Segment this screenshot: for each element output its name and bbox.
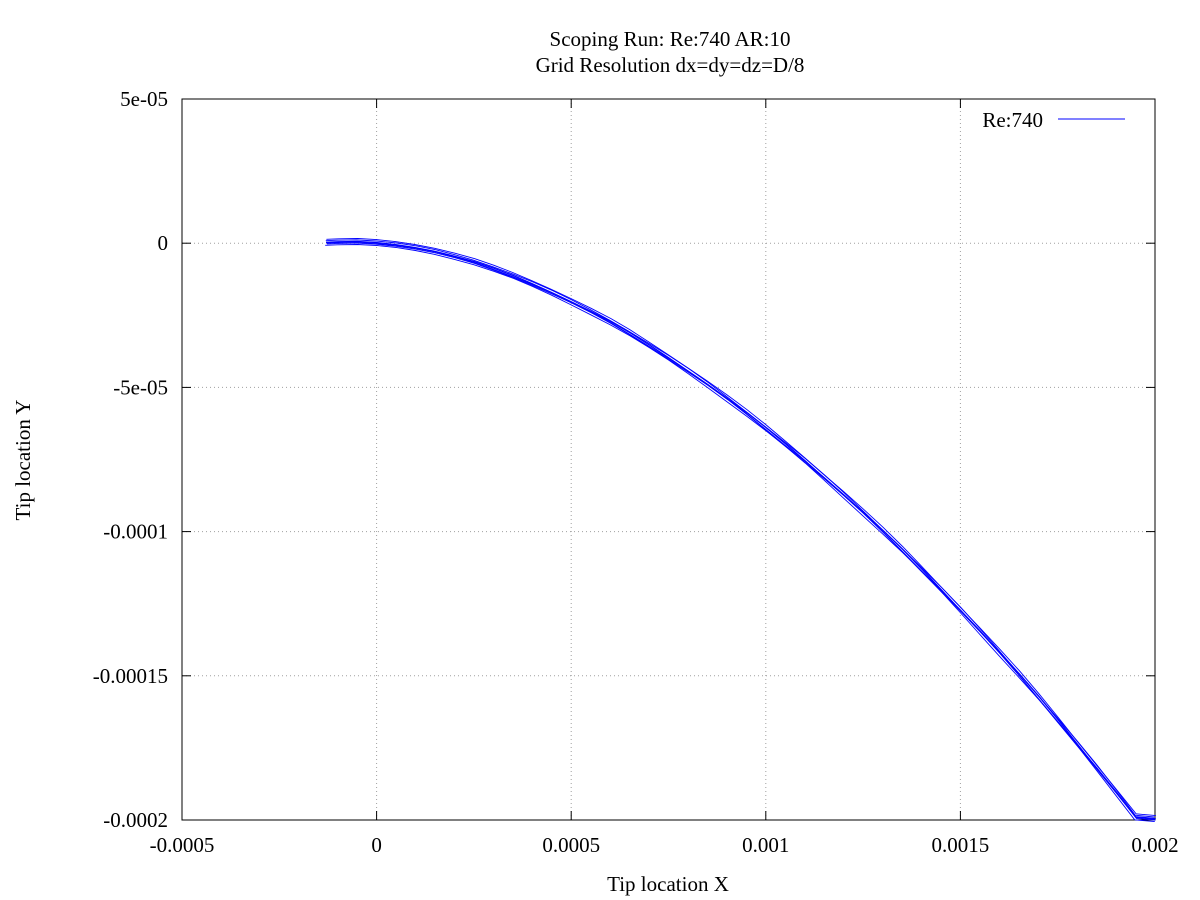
y-tick-label: -0.00015 <box>93 664 168 688</box>
y-axis-label: Tip location Y <box>11 400 35 521</box>
chart-title: Scoping Run: Re:740 AR:10 <box>550 27 791 51</box>
x-tick-label: -0.0005 <box>150 833 215 857</box>
series-line <box>325 239 1155 818</box>
x-tick-label: 0.002 <box>1131 833 1178 857</box>
plot-frame <box>181 98 1156 821</box>
axis-ticks: -0.0005 0 0.0005 0.001 0.0015 0.002 5e-05 0 -5e-… <box>93 87 1179 857</box>
legend: Re:740 <box>982 108 1125 132</box>
chart-subtitle: Grid Resolution dx=dy=dz=D/8 <box>536 53 805 77</box>
series-line <box>325 244 1155 823</box>
y-tick-label: 0 <box>158 231 169 255</box>
x-tick-label: 0.0015 <box>932 833 990 857</box>
y-tick-label: 5e-05 <box>120 87 168 111</box>
legend-label: Re:740 <box>982 108 1043 132</box>
x-tick-label: 0.0005 <box>542 833 600 857</box>
series-layer <box>325 238 1156 823</box>
series-line <box>325 240 1156 820</box>
series-line <box>326 241 1155 820</box>
series-line <box>326 238 1156 817</box>
x-axis-label: Tip location X <box>607 872 729 896</box>
grid <box>182 99 1155 820</box>
series-line <box>326 242 1156 821</box>
x-tick-label: 0 <box>371 833 382 857</box>
x-tick-label: 0.001 <box>742 833 789 857</box>
y-tick-label: -5e-05 <box>113 375 168 399</box>
y-tick-label: -0.0002 <box>103 808 168 832</box>
y-tick-label: -0.0001 <box>103 520 168 544</box>
